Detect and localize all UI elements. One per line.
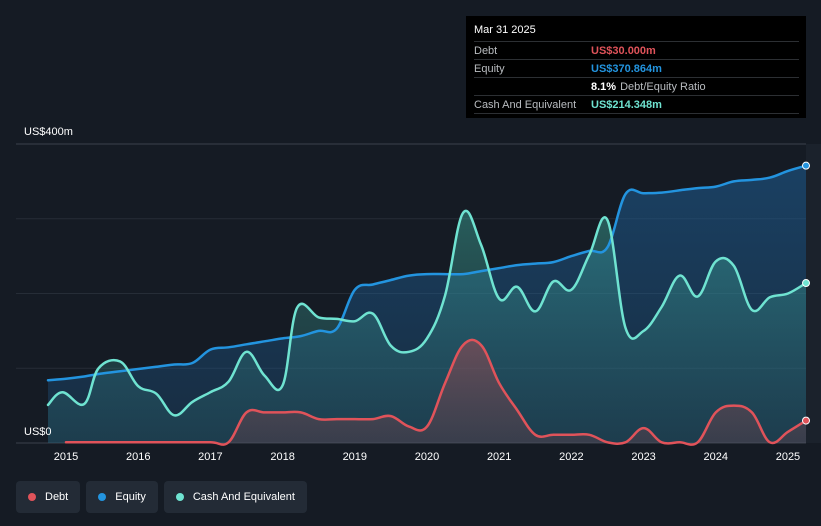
- equity-dot-icon: [98, 493, 107, 501]
- debt-area: [66, 339, 806, 445]
- equity-end-point: [802, 161, 810, 170]
- x-tick-label: 2021: [487, 451, 511, 463]
- series-areas: [48, 165, 806, 445]
- legend-label-debt: Debt: [45, 491, 69, 503]
- x-axis-ticks: 2015 2016 2017 2018 2019 2020 2021 2022 2023 2024…: [54, 451, 800, 463]
- cash-area: [48, 210, 806, 443]
- legend-item-debt[interactable]: Debt: [16, 481, 81, 513]
- x-tick-label: 2024: [704, 451, 728, 463]
- tooltip-cash-value: US$214.348m: [591, 98, 662, 111]
- cash-line: [46, 209, 808, 417]
- tooltip-equity-value: US$370.864m: [591, 62, 662, 75]
- tooltip-equity-row: Equity US$370.864m: [474, 59, 799, 77]
- equity-line: [46, 164, 808, 382]
- tooltip-debt-row: Debt US$30.000m: [474, 41, 799, 59]
- debt-dot-icon: [28, 493, 36, 501]
- tooltip-cash-row: Cash And Equivalent US$214.348m: [474, 95, 799, 114]
- tooltip-debt-label: Debt: [474, 44, 498, 57]
- tooltip-date: Mar 31 2025: [474, 24, 536, 36]
- legend-item-equity[interactable]: Equity: [86, 481, 158, 513]
- x-tick-label: 2019: [343, 451, 367, 463]
- tooltip-ratio-label: Debt/Equity Ratio: [620, 80, 706, 93]
- x-tick-label: 2015: [54, 451, 78, 463]
- x-tick-label: 2023: [631, 451, 655, 463]
- tooltip-cash-label: Cash And Equivalent: [474, 98, 577, 111]
- y-axis-top-label: US$400m: [24, 126, 73, 138]
- debt-line: [64, 338, 808, 446]
- y-axis-bottom-label: US$0: [24, 426, 52, 438]
- tooltip-debt-value: US$30.000m: [591, 44, 656, 57]
- legend-item-cash[interactable]: Cash And Equivalent: [163, 481, 307, 513]
- tooltip-ratio-value: 8.1%: [591, 80, 617, 93]
- x-tick-label: 2018: [270, 451, 294, 463]
- x-tick-label: 2020: [415, 451, 439, 463]
- end-markers: [802, 161, 810, 425]
- forecast-shade: [806, 144, 821, 443]
- x-tick-label: 2017: [198, 451, 222, 463]
- legend-label-cash: Cash And Equivalent: [192, 491, 295, 503]
- cash-dot-icon: [175, 493, 184, 501]
- debt-end-point: [802, 416, 810, 425]
- x-tick-label: 2025: [776, 451, 800, 463]
- x-tick-label: 2016: [126, 451, 150, 463]
- legend-label-equity: Equity: [115, 491, 146, 503]
- chart-tooltip: Mar 31 2025 Debt US$30.000m Equity US$37…: [466, 16, 806, 118]
- cash-end-point: [802, 279, 810, 288]
- tooltip-equity-label: Equity: [474, 62, 505, 75]
- x-tick-label: 2022: [559, 451, 583, 463]
- series-lines: [46, 164, 808, 446]
- tooltip-ratio-row: 8.1% Debt/Equity Ratio: [474, 77, 799, 95]
- chart-legend: Debt Equity Cash And Equivalent: [16, 481, 307, 513]
